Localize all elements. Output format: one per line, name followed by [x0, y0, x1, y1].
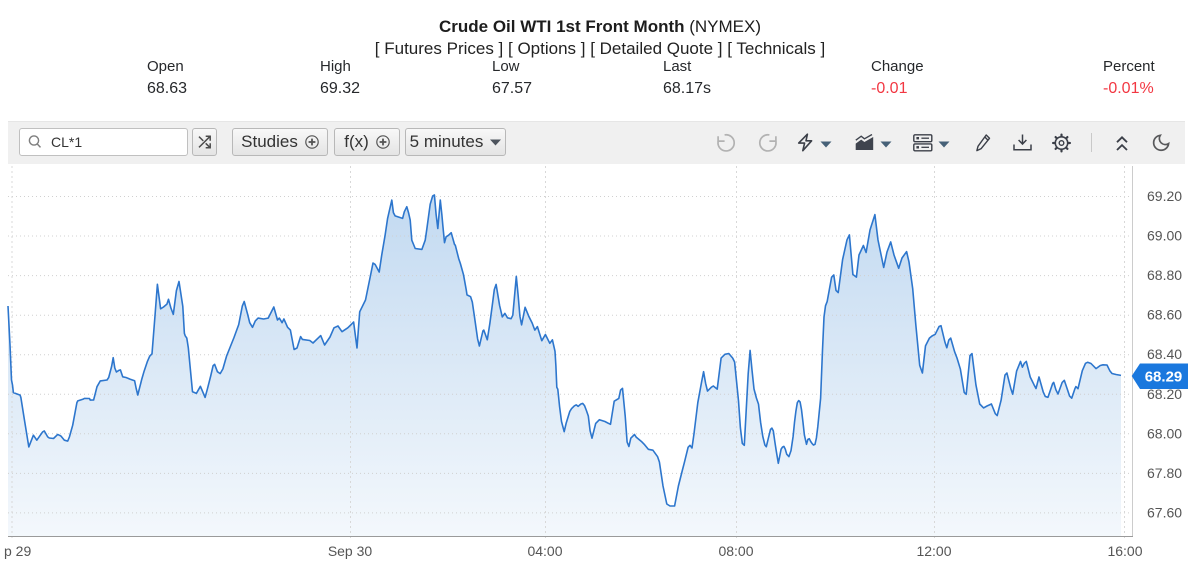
- svg-text:67.60: 67.60: [1147, 504, 1182, 520]
- svg-text:Sep 30: Sep 30: [328, 543, 373, 559]
- svg-text:04:00: 04:00: [527, 543, 562, 559]
- svg-text:68.00: 68.00: [1147, 425, 1182, 441]
- svg-text:69.20: 69.20: [1147, 188, 1182, 204]
- svg-text:68.60: 68.60: [1147, 307, 1182, 323]
- svg-text:69.00: 69.00: [1147, 228, 1182, 244]
- svg-text:p 29: p 29: [4, 543, 31, 559]
- svg-text:68.80: 68.80: [1147, 267, 1182, 283]
- svg-text:12:00: 12:00: [916, 543, 951, 559]
- svg-text:08:00: 08:00: [718, 543, 753, 559]
- svg-text:67.80: 67.80: [1147, 465, 1182, 481]
- svg-text:16:00: 16:00: [1107, 543, 1142, 559]
- svg-text:68.20: 68.20: [1147, 386, 1182, 402]
- svg-text:68.40: 68.40: [1147, 346, 1182, 362]
- svg-text:68.29: 68.29: [1145, 369, 1183, 386]
